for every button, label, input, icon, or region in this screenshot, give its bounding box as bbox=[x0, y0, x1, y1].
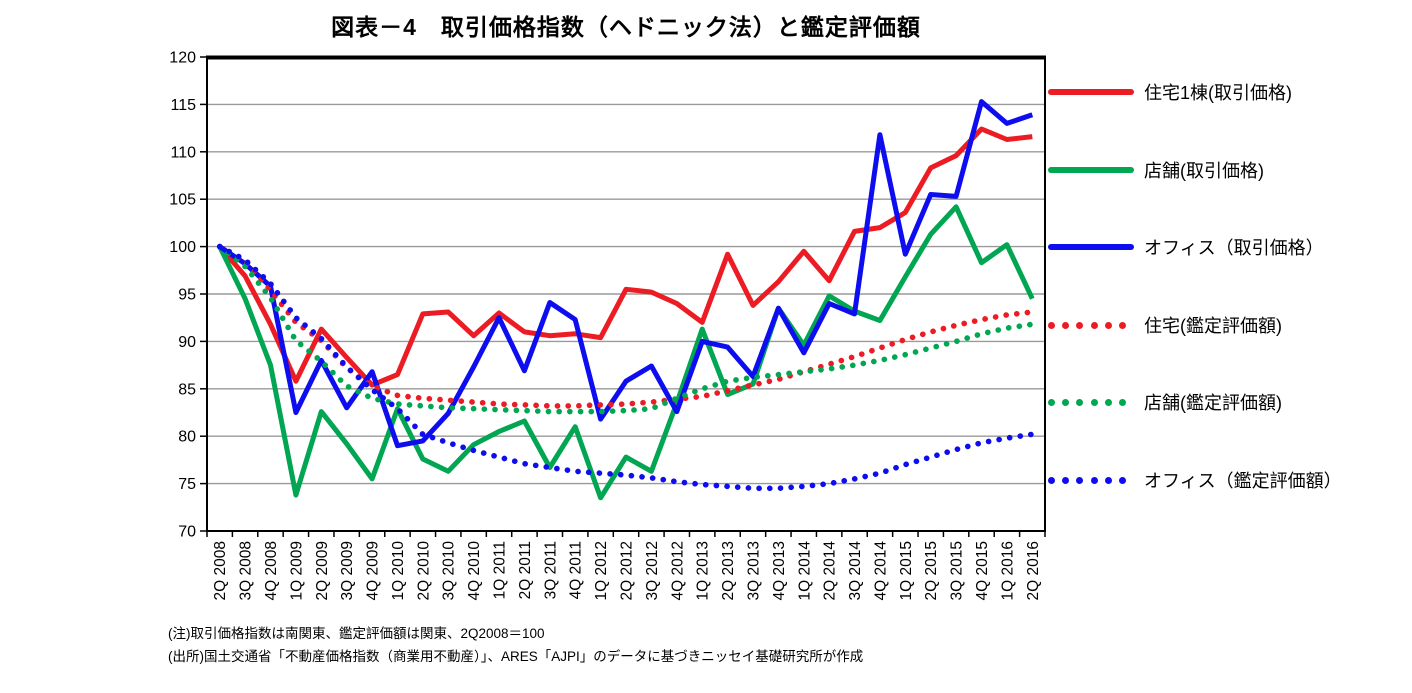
legend-dot bbox=[1062, 476, 1070, 484]
legend-dot bbox=[1104, 476, 1112, 484]
x-tick-label: 2Q 2008 bbox=[212, 541, 229, 600]
legend-dot bbox=[1090, 398, 1098, 406]
legend-dot bbox=[1090, 321, 1098, 329]
legend-label: 住宅(鑑定評価額) bbox=[1144, 316, 1282, 336]
x-tick-label: 2Q 2013 bbox=[720, 541, 737, 600]
x-tick-label: 3Q 2013 bbox=[745, 541, 762, 600]
legend-dot bbox=[1076, 398, 1084, 406]
series-line-住宅1棟(取引価格) bbox=[217, 126, 1033, 388]
y-tick-label: 80 bbox=[178, 429, 196, 446]
legend-item-住宅1棟(取引価格): 住宅1棟(取引価格) bbox=[1048, 79, 1292, 105]
legend-dots-icon bbox=[1048, 321, 1126, 329]
source-annotation: (出所)国土交通省「不動産価格指数（商業用不動産）」、ARES「AJPI」のデー… bbox=[168, 649, 864, 664]
legend-item-オフィス（鑑定評価額）: オフィス（鑑定評価額） bbox=[1048, 467, 1342, 493]
x-tick-label: 1Q 2015 bbox=[898, 541, 915, 600]
note-annotation: (注)取引価格指数は南関東、鑑定評価額は関東、2Q2008＝100 bbox=[168, 626, 545, 641]
x-tick-label: 1Q 2009 bbox=[288, 541, 305, 600]
legend-item-住宅(鑑定評価額): 住宅(鑑定評価額) bbox=[1048, 312, 1282, 338]
x-tick-label: 3Q 2015 bbox=[949, 541, 966, 600]
x-tick-label: 2Q 2011 bbox=[517, 541, 534, 599]
x-tick-label: 1Q 2011 bbox=[492, 541, 509, 599]
legend-label: オフィス（鑑定評価額） bbox=[1144, 471, 1342, 491]
x-tick-label: 2Q 2009 bbox=[314, 541, 331, 600]
legend-item-オフィス（取引価格）: オフィス（取引価格） bbox=[1048, 234, 1324, 260]
legend-dot bbox=[1118, 398, 1126, 406]
x-tick-label: 1Q 2014 bbox=[796, 541, 813, 601]
legend-line-icon bbox=[1048, 167, 1134, 173]
legend-dot bbox=[1076, 476, 1084, 484]
legend-dots-sample bbox=[1048, 321, 1134, 329]
chart-legend: 住宅1棟(取引価格) 店舗(取引価格) オフィス（取引価格） 住宅(鑑定評価額) 店舗(… bbox=[1048, 0, 1408, 560]
series-line-オフィス（取引価格） bbox=[218, 99, 1034, 449]
legend-dots-icon bbox=[1048, 476, 1126, 484]
x-tick-label: 3Q 2008 bbox=[238, 541, 255, 600]
x-tick-label: 2Q 2014 bbox=[822, 541, 839, 601]
legend-label: オフィス（取引価格） bbox=[1144, 238, 1324, 258]
legend-dot bbox=[1118, 476, 1126, 484]
legend-dot bbox=[1048, 321, 1055, 329]
y-tick-label: 100 bbox=[169, 239, 196, 256]
legend-dots-sample bbox=[1048, 476, 1134, 484]
legend-dot bbox=[1104, 321, 1112, 329]
legend-item-店舗(鑑定評価額): 店舗(鑑定評価額) bbox=[1048, 389, 1282, 415]
x-tick-label: 3Q 2010 bbox=[441, 541, 458, 601]
legend-dots-icon bbox=[1048, 398, 1126, 406]
legend-label: 住宅1棟(取引価格) bbox=[1144, 83, 1292, 103]
legend-label: 店舗(鑑定評価額) bbox=[1144, 393, 1282, 413]
x-tick-label: 4Q 2012 bbox=[669, 541, 686, 600]
series-line-店舗(取引価格) bbox=[217, 204, 1035, 501]
x-tick-label: 3Q 2014 bbox=[847, 541, 864, 601]
legend-dot bbox=[1062, 321, 1070, 329]
y-tick-label: 110 bbox=[170, 144, 196, 161]
x-tick-label: 4Q 2009 bbox=[365, 541, 382, 600]
x-tick-label: 4Q 2008 bbox=[263, 541, 280, 600]
legend-dot bbox=[1118, 321, 1126, 329]
legend-label: 店舗(取引価格) bbox=[1144, 161, 1264, 181]
series-line-オフィス（鑑定評価額） bbox=[216, 243, 1036, 492]
x-tick-label: 2Q 2010 bbox=[415, 541, 432, 601]
y-tick-label: 90 bbox=[178, 334, 196, 351]
legend-dot bbox=[1076, 321, 1084, 329]
legend-line-icon bbox=[1048, 244, 1134, 250]
x-tick-label: 1Q 2016 bbox=[999, 541, 1016, 600]
y-tick-label: 105 bbox=[169, 192, 196, 209]
x-tick-label: 1Q 2012 bbox=[593, 541, 610, 600]
x-tick-label: 4Q 2014 bbox=[872, 541, 889, 601]
x-tick-label: 2Q 2012 bbox=[619, 541, 636, 600]
x-tick-label: 4Q 2011 bbox=[568, 541, 585, 599]
chart-notes: (注)取引価格指数は南関東、鑑定評価額は関東、2Q2008＝100 (出所)国土… bbox=[168, 622, 863, 668]
y-tick-label: 120 bbox=[169, 50, 196, 67]
legend-line-icon bbox=[1048, 89, 1134, 95]
x-tick-label: 3Q 2009 bbox=[339, 541, 356, 600]
y-tick-label: 95 bbox=[178, 287, 196, 304]
x-tick-label: 4Q 2015 bbox=[974, 541, 991, 600]
x-tick-label: 1Q 2013 bbox=[695, 541, 712, 600]
legend-dots-sample bbox=[1048, 398, 1134, 406]
legend-dot bbox=[1048, 398, 1055, 406]
legend-dot bbox=[1090, 476, 1098, 484]
y-tick-label: 115 bbox=[170, 97, 196, 114]
legend-line-sample bbox=[1048, 89, 1134, 95]
legend-dot bbox=[1062, 398, 1070, 406]
legend-dot bbox=[1048, 476, 1055, 484]
chart-title: 図表－4 取引価格指数（ヘドニック法）と鑑定評価額 bbox=[331, 14, 921, 40]
legend-line-sample bbox=[1048, 244, 1134, 250]
x-tick-label: 2Q 2016 bbox=[1025, 541, 1042, 600]
x-tick-label: 4Q 2013 bbox=[771, 541, 788, 600]
legend-dot bbox=[1104, 398, 1112, 406]
x-tick-label: 2Q 2015 bbox=[923, 541, 940, 600]
y-tick-label: 75 bbox=[178, 476, 196, 493]
series-line-店舗(鑑定評価額) bbox=[216, 243, 1036, 415]
legend-line-sample bbox=[1048, 167, 1134, 173]
x-tick-label: 3Q 2012 bbox=[644, 541, 661, 600]
y-tick-label: 70 bbox=[178, 524, 196, 541]
x-tick-label: 1Q 2010 bbox=[390, 541, 407, 601]
x-tick-label: 4Q 2010 bbox=[466, 541, 483, 601]
x-tick-label: 3Q 2011 bbox=[542, 541, 559, 599]
legend-item-店舗(取引価格): 店舗(取引価格) bbox=[1048, 157, 1264, 183]
y-tick-label: 85 bbox=[178, 381, 196, 398]
